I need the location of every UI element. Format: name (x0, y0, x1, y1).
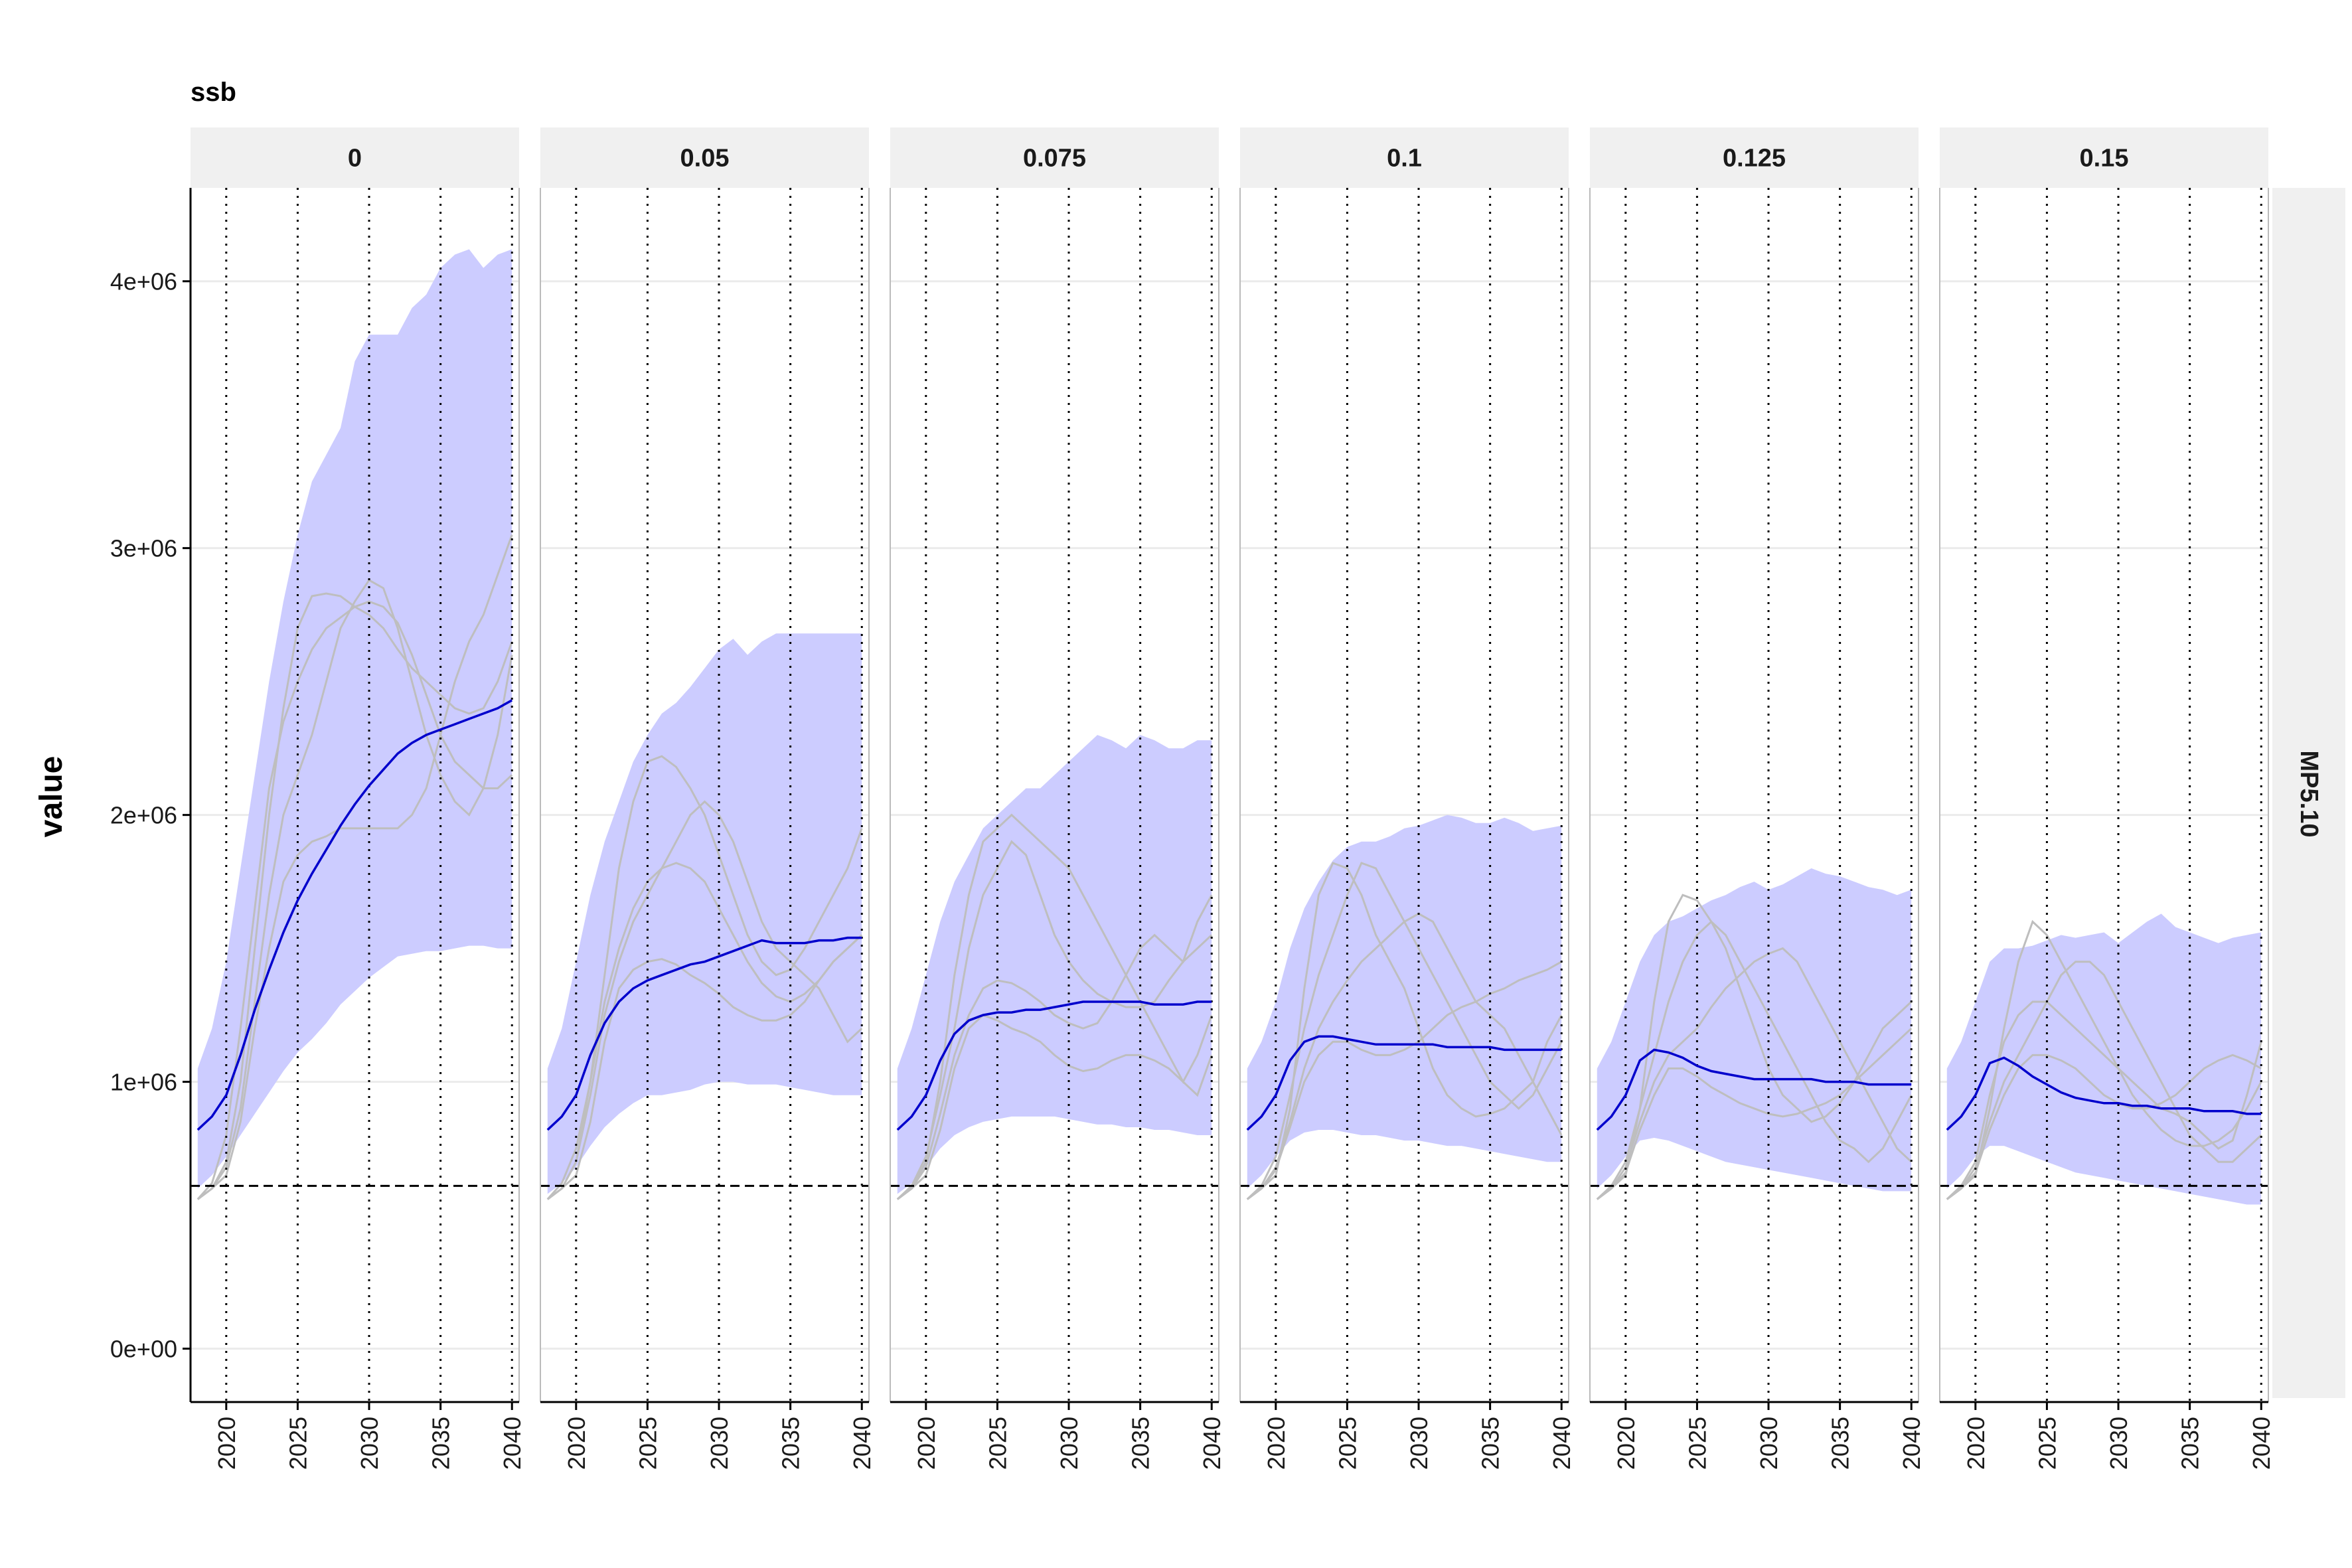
iteration-line-3 (896, 1014, 1213, 1200)
median-line (196, 699, 513, 1131)
facet-panel-0.125: 0.125 2020 2025 2030 2035 2040 (1589, 127, 1925, 1470)
iteration-line-4 (896, 894, 1213, 1200)
y-tick-label: 3e+06 (110, 535, 177, 562)
row-strip-background (2272, 188, 2345, 1398)
x-tick-label: 2025 (1684, 1417, 1711, 1470)
facet-strip-label: 0.1 (1387, 145, 1422, 173)
x-tick-label: 2025 (634, 1417, 661, 1470)
x-tick-label: 2030 (2105, 1417, 2132, 1470)
x-tick-label: 2020 (1612, 1417, 1640, 1470)
x-tick-label: 2020 (913, 1417, 940, 1470)
x-tick-label: 2040 (848, 1417, 876, 1470)
x-tick-label: 2020 (1263, 1417, 1290, 1470)
x-tick-label: 2035 (777, 1417, 805, 1470)
facet-panel-0.1: 0.1 2020 2025 2030 2035 2040 (1239, 127, 1575, 1470)
y-axis-title: value (34, 756, 69, 838)
iteration-line-1 (1596, 894, 1913, 1200)
iteration-line-4 (196, 534, 513, 1200)
uncertainty-band (1247, 815, 1562, 1189)
iteration-line-4 (1946, 1054, 2262, 1200)
x-tick-label: 2035 (1477, 1417, 1504, 1470)
x-tick-label: 2035 (1827, 1417, 1854, 1470)
facet-strip (1590, 127, 1919, 188)
iteration-line-1 (1246, 862, 1563, 1200)
iteration-line-2 (1596, 920, 1913, 1200)
uncertainty-band (547, 633, 862, 1194)
iteration-line-2 (196, 600, 513, 1200)
x-tick-label: 2030 (356, 1417, 383, 1470)
x-tick-label: 2040 (499, 1417, 526, 1470)
x-tick-label: 2035 (2177, 1417, 2204, 1470)
median-line (546, 936, 862, 1131)
facet-strip-label: 0 (348, 145, 362, 173)
y-tick-label: 4e+06 (110, 268, 177, 295)
facet-panel-0: 0 2020 2025 2030 2035 2040 (189, 127, 526, 1470)
plot-title: ssb (191, 78, 236, 107)
x-tick-label: 2025 (284, 1417, 311, 1470)
x-tick-label: 2020 (1962, 1417, 1990, 1470)
x-tick-label: 2040 (1198, 1417, 1225, 1470)
iteration-line-4 (546, 800, 863, 1200)
iteration-line-1 (896, 813, 1213, 1200)
iteration-line-3 (196, 578, 513, 1200)
facet-panel-0.15: 0.15 2020 2025 2030 2035 2040 (1939, 127, 2275, 1470)
median-line (896, 1000, 1212, 1131)
iteration-line-4 (1596, 1028, 1913, 1200)
x-tick-label: 2020 (213, 1417, 240, 1470)
x-tick-label: 2035 (1127, 1417, 1154, 1470)
iteration-line-2 (546, 862, 863, 1200)
x-tick-label: 2035 (428, 1417, 455, 1470)
y-tick-label: 1e+06 (110, 1069, 177, 1096)
facet-strip-label: 0.15 (2080, 145, 2129, 173)
x-tick-label: 2025 (1334, 1417, 1361, 1470)
uncertainty-band (897, 735, 1212, 1194)
x-tick-label: 2040 (1548, 1417, 1575, 1470)
facet-strip (890, 127, 1219, 188)
facet-panel-0.075: 0.075 2020 2025 2030 2035 2040 (890, 127, 1225, 1470)
facet-panels: 0 2020 2025 2030 2035 2040 0.05 2020 2025 2030 203… (189, 127, 2275, 1470)
median-line (1946, 1056, 2262, 1131)
facet-strip (1240, 127, 1569, 188)
x-tick-label: 2025 (984, 1417, 1011, 1470)
facet-strip (191, 127, 519, 188)
row-strip: MP5.10 (2272, 188, 2345, 1398)
facet-panel-0.05: 0.05 2020 2025 2030 2035 2040 (540, 127, 876, 1470)
iteration-line-3 (546, 934, 863, 1200)
iteration-line-4 (1246, 961, 1562, 1200)
x-tick-label: 2040 (1898, 1417, 1925, 1470)
iteration-line-1 (546, 755, 863, 1200)
median-line (1246, 1035, 1562, 1131)
x-tick-label: 2030 (706, 1417, 733, 1470)
iteration-line-1 (1946, 919, 2262, 1200)
facet-strip-label: 0.05 (680, 145, 730, 173)
row-strip-label: MP5.10 (2295, 751, 2323, 838)
iteration-line-2 (896, 840, 1213, 1200)
y-tick-label: 0e+00 (110, 1336, 177, 1363)
facet-strip (1940, 127, 2268, 188)
x-tick-label: 2030 (1056, 1417, 1083, 1470)
facet-strip-label: 0.125 (1723, 145, 1786, 173)
x-tick-label: 2020 (563, 1417, 590, 1470)
iteration-line-3 (1946, 961, 2262, 1200)
facet-strip-label: 0.075 (1023, 145, 1086, 173)
median-line (1596, 1048, 1912, 1131)
iteration-line-3 (1246, 912, 1563, 1200)
x-tick-label: 2025 (2033, 1417, 2061, 1470)
uncertainty-band (1946, 913, 2262, 1205)
x-tick-label: 2030 (1755, 1417, 1782, 1470)
facet-strip (540, 127, 869, 188)
x-tick-label: 2040 (2248, 1417, 2275, 1470)
y-tick-label: 2e+06 (110, 802, 177, 829)
x-tick-label: 2030 (1405, 1417, 1433, 1470)
